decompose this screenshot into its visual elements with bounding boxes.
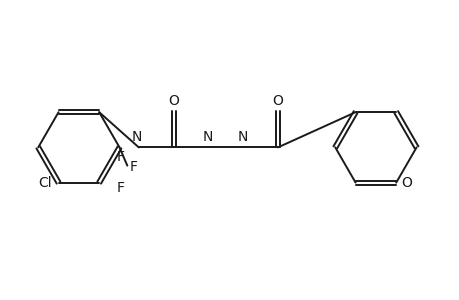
Text: N: N — [237, 130, 248, 144]
Text: O: O — [168, 94, 179, 108]
Text: N: N — [131, 130, 141, 144]
Text: N: N — [202, 130, 213, 144]
Text: O: O — [272, 94, 283, 108]
Text: O: O — [401, 176, 411, 190]
Text: F: F — [117, 149, 124, 164]
Text: F: F — [117, 181, 124, 195]
Text: F: F — [129, 160, 138, 174]
Text: Cl: Cl — [38, 176, 52, 190]
